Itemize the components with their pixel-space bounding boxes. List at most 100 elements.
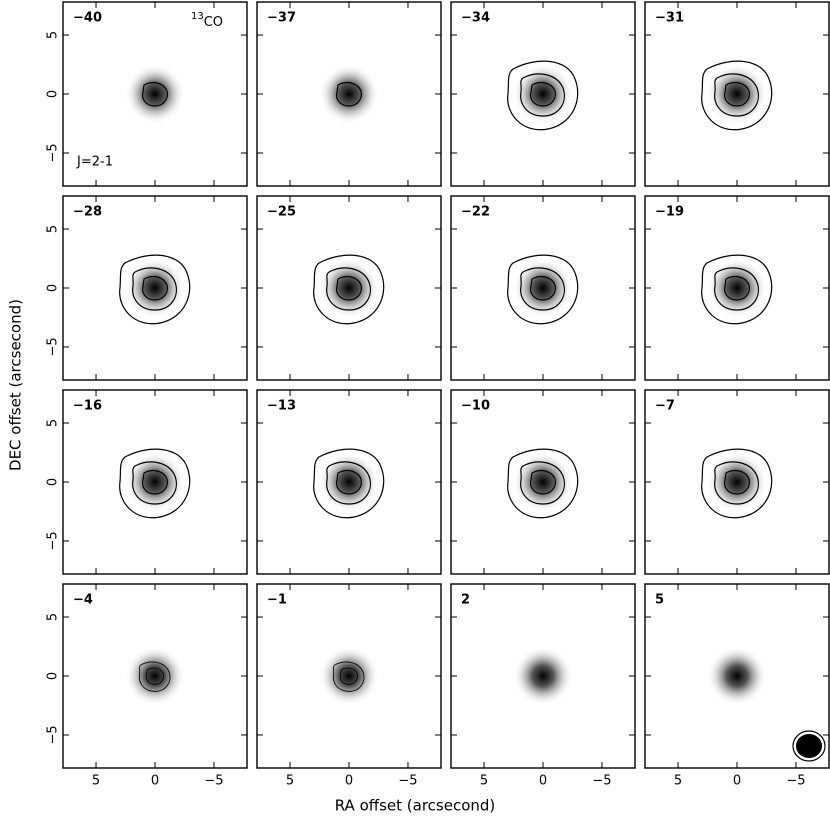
contour xyxy=(520,73,565,117)
emission xyxy=(319,452,379,512)
x-tick-label: −5 xyxy=(398,774,417,789)
contour xyxy=(132,461,177,505)
x-tick-label: −5 xyxy=(786,774,805,789)
contour xyxy=(507,60,579,131)
contour xyxy=(714,267,759,311)
velocity-label: −7 xyxy=(655,399,675,414)
velocity-label: −34 xyxy=(461,11,490,26)
velocity-label: −10 xyxy=(461,399,490,414)
contour xyxy=(723,275,750,301)
y-axis-label: DEC offset (arcsecond) xyxy=(7,299,25,471)
line-isotope: 13 xyxy=(191,11,204,22)
contour xyxy=(507,254,579,325)
velocity-label: 5 xyxy=(655,593,664,608)
x-tick-label: −5 xyxy=(592,774,611,789)
panel: −16 −5 0 5 xyxy=(46,389,248,575)
y-tick-label: 5 xyxy=(46,419,61,427)
x-tick-label: 0 xyxy=(345,774,353,789)
panel: −22 xyxy=(450,195,636,381)
contour xyxy=(339,667,359,685)
contour xyxy=(701,254,773,325)
velocity-label: −31 xyxy=(655,11,684,26)
velocity-label: −25 xyxy=(267,205,296,220)
contour xyxy=(335,469,362,495)
emission xyxy=(125,452,185,512)
y-tick-label: 5 xyxy=(46,225,61,233)
emission xyxy=(707,64,767,124)
panel: −37 xyxy=(256,1,442,187)
contour xyxy=(701,448,773,519)
emission xyxy=(319,646,379,706)
emission xyxy=(125,646,185,706)
contour xyxy=(313,448,385,519)
velocity-label: −16 xyxy=(73,399,102,414)
x-axis-label: RA offset (arcsecond) xyxy=(335,797,496,815)
velocity-label: 2 xyxy=(461,593,470,608)
x-tick-label: 5 xyxy=(480,774,488,789)
panel: −31 xyxy=(644,1,830,187)
panel: −19 xyxy=(644,195,830,381)
emission xyxy=(707,452,767,512)
contour xyxy=(335,275,362,301)
emission xyxy=(319,64,379,124)
y-tick-label: −5 xyxy=(46,531,61,550)
panel: −1 5 0 −5 xyxy=(256,583,442,789)
y-tick-label: −5 xyxy=(46,337,61,356)
contour xyxy=(326,267,371,311)
transition-label: J=2-1 xyxy=(76,155,113,170)
y-tick-label: 5 xyxy=(46,613,61,621)
line-label: 13CO xyxy=(191,11,223,30)
velocity-label: −4 xyxy=(73,593,93,608)
contour xyxy=(132,267,177,311)
contour xyxy=(507,448,579,519)
emission xyxy=(513,646,573,706)
x-tick-label: 0 xyxy=(733,774,741,789)
contour xyxy=(141,275,168,301)
emission xyxy=(319,258,379,318)
panel: −40 −5 0 5 13CO J=2-1 xyxy=(46,1,248,187)
contour xyxy=(335,81,362,107)
x-tick-label: −5 xyxy=(204,774,223,789)
contour xyxy=(145,667,165,685)
emission xyxy=(513,64,573,124)
y-tick-label: 0 xyxy=(46,90,61,98)
velocity-label: −40 xyxy=(73,11,102,26)
contour xyxy=(529,469,556,495)
contour xyxy=(529,81,556,107)
y-tick-label: 0 xyxy=(46,672,61,680)
contour xyxy=(326,461,371,505)
velocity-label: −19 xyxy=(655,205,684,220)
emission xyxy=(513,452,573,512)
emission xyxy=(125,258,185,318)
x-tick-label: 5 xyxy=(674,774,682,789)
panel: 5 5 0 −5 xyxy=(644,583,830,789)
y-tick-label: 5 xyxy=(46,31,61,39)
x-tick-label: 5 xyxy=(92,774,100,789)
y-tick-label: −5 xyxy=(46,725,61,744)
emission xyxy=(707,646,767,706)
panel: −25 xyxy=(256,195,442,381)
x-tick-label: 0 xyxy=(539,774,547,789)
x-tick-label: 5 xyxy=(286,774,294,789)
beam xyxy=(796,734,822,758)
emission xyxy=(125,64,185,124)
panel: −4 5 0 −5 −5 0 5 xyxy=(46,583,248,789)
panel: 2 5 0 −5 xyxy=(450,583,636,789)
beam xyxy=(792,730,826,762)
contour xyxy=(723,469,750,495)
velocity-label: −1 xyxy=(267,593,287,608)
velocity-label: −37 xyxy=(267,11,296,26)
y-tick-label: 0 xyxy=(46,478,61,486)
contour xyxy=(520,267,565,311)
x-tick-label: 0 xyxy=(151,774,159,789)
velocity-label: −22 xyxy=(461,205,490,220)
contour xyxy=(332,661,365,692)
y-tick-label: 0 xyxy=(46,284,61,292)
emission xyxy=(707,258,767,318)
contour xyxy=(714,73,759,117)
velocity-label: −13 xyxy=(267,399,296,414)
y-tick-label: −5 xyxy=(46,143,61,162)
velocity-label: −28 xyxy=(73,205,102,220)
panel: −10 xyxy=(450,389,636,575)
panel: −28 −5 0 5 xyxy=(46,195,248,381)
